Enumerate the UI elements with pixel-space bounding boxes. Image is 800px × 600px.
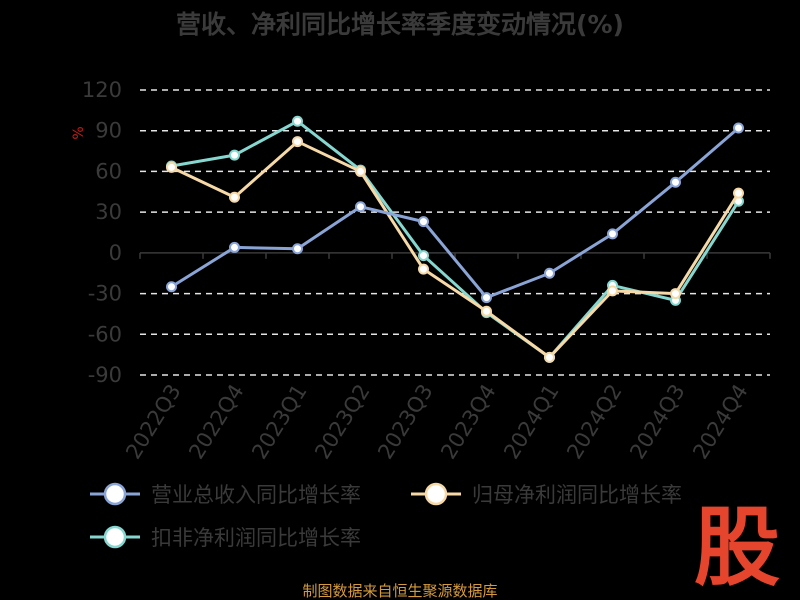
x-tick-label: 2023Q1 xyxy=(247,380,312,463)
legend-item: 营业总收入同比增长率 xyxy=(90,482,361,507)
x-tick-label: 2024Q4 xyxy=(688,380,753,463)
y-tick-label: 90 xyxy=(95,119,122,143)
data-point xyxy=(292,243,303,255)
data-point xyxy=(229,149,240,161)
legend-label: 扣非净利润同比增长率 xyxy=(151,526,361,550)
data-point xyxy=(670,176,681,188)
series-line xyxy=(171,119,740,359)
data-point xyxy=(418,216,429,228)
x-tick-label: 2022Q3 xyxy=(121,380,186,463)
watermark-logo: 股 xyxy=(694,498,780,598)
y-tick-label: 60 xyxy=(95,159,122,183)
series-line xyxy=(170,126,740,300)
x-tick-label: 2023Q3 xyxy=(373,380,438,463)
y-tick-label: -90 xyxy=(88,363,122,387)
y-tick-label: 120 xyxy=(82,78,122,102)
series-lines xyxy=(166,115,744,363)
data-point xyxy=(544,351,555,363)
data-point xyxy=(166,161,177,173)
data-point xyxy=(733,187,744,199)
x-tick-label: 2024Q3 xyxy=(625,380,690,463)
series-2 xyxy=(166,115,744,363)
data-point xyxy=(670,288,681,300)
y-tick-label: 30 xyxy=(95,200,122,224)
y-axis-ticks: 120 90 60 30 0 -30 -60 -90 xyxy=(82,78,122,387)
series-0 xyxy=(166,122,744,304)
y-tick-label: -30 xyxy=(88,282,122,306)
data-point xyxy=(229,191,240,203)
legend-swatch-marker xyxy=(424,482,448,506)
data-point xyxy=(292,136,303,148)
x-tick-label: 2023Q4 xyxy=(436,380,501,463)
legend-swatch-marker xyxy=(103,482,127,506)
gridlines xyxy=(140,89,770,376)
data-point xyxy=(166,281,177,293)
legend-label: 营业总收入同比增长率 xyxy=(151,483,361,507)
data-source-note: 制图数据来自恒生聚源数据库 xyxy=(302,582,497,600)
x-tick-label: 2022Q4 xyxy=(184,380,249,463)
data-point xyxy=(418,263,429,275)
legend-label: 归母净利润同比增长率 xyxy=(472,483,682,507)
data-point xyxy=(607,228,618,240)
data-point xyxy=(481,305,492,317)
data-point xyxy=(418,250,429,262)
legend-item: 扣非净利润同比增长率 xyxy=(90,525,361,550)
data-point xyxy=(292,115,303,127)
x-tick-label: 2024Q2 xyxy=(562,380,627,463)
data-point xyxy=(355,165,366,177)
y-unit-label: % xyxy=(71,126,87,139)
series-line xyxy=(170,140,740,359)
data-point xyxy=(355,201,366,213)
legend-swatch-marker xyxy=(103,525,127,549)
data-point xyxy=(733,122,744,134)
data-point xyxy=(544,267,555,279)
legend-item: 归母净利润同比增长率 xyxy=(411,482,682,507)
y-tick-label: 0 xyxy=(109,241,122,265)
y-tick-label: -60 xyxy=(88,322,122,346)
x-tick-label: 2024Q1 xyxy=(499,380,564,463)
data-point xyxy=(229,241,240,253)
data-point xyxy=(607,285,618,297)
x-tick-label: 2023Q2 xyxy=(310,380,375,463)
series-1 xyxy=(166,136,744,363)
data-point xyxy=(481,292,492,304)
chart-title: 营收、净利同比增长率季度变动情况(%) xyxy=(176,10,624,39)
